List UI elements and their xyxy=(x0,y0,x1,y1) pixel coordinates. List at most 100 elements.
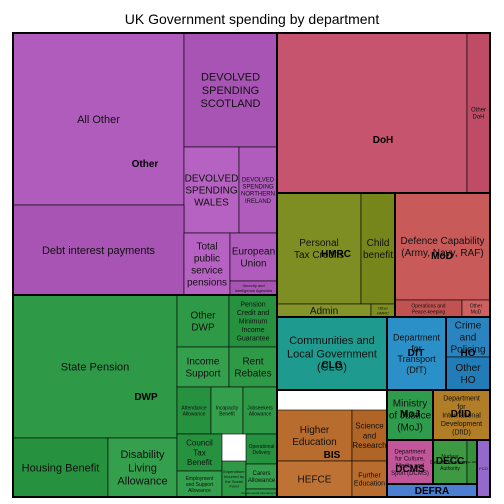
treemap-rect xyxy=(183,146,240,234)
cell-label: Security and Intelligence Agencies xyxy=(235,283,273,293)
treemap-cell-disability-living-allowance: Disability Living Allowance xyxy=(107,437,178,498)
treemap-cell-child-benefit: Child benefit xyxy=(360,192,396,305)
cell-label: State Pension xyxy=(61,361,130,373)
cell-label: Rent Rebates xyxy=(234,357,271,380)
cell-label: Personal Tax Credits xyxy=(294,238,344,261)
treemap-rect xyxy=(432,439,468,485)
group-label-dft: DfT xyxy=(408,348,425,359)
cell-label: Crime and Policing xyxy=(450,321,485,356)
group-label-decc: DECC xyxy=(436,456,464,467)
treemap-cell-nuclear-decommissioning-authority: Nuclear Decommissioning Authority xyxy=(430,439,470,485)
treemap-rect xyxy=(276,409,353,462)
treemap-cell-jobseekers-allowance: Jobseekers Allowance xyxy=(242,386,278,435)
treemap-cell-department-for-international-development-dfid: Department for International Development (Df… xyxy=(432,389,491,441)
group-label-ho: HO xyxy=(461,348,476,359)
treemap-rect xyxy=(360,192,396,305)
cell-label: Housing Benefit xyxy=(22,462,100,474)
treemap-rect xyxy=(228,294,278,348)
treemap-cell-operations-and-peace-keeping: Operations and Peace-keeping xyxy=(394,299,463,318)
treemap-rect xyxy=(176,294,230,348)
treemap-cell-other-doh: Other DoH xyxy=(466,32,491,194)
treemap-rect xyxy=(176,433,223,472)
group-label-doh: DoH xyxy=(373,135,394,146)
treemap-rect xyxy=(229,232,278,282)
cell-label: Department for International Development (Df… xyxy=(441,396,482,437)
cell-label: Disability Living Allowance xyxy=(117,449,167,487)
chart-title: UK Government spending by department xyxy=(125,11,380,27)
cell-label: Nuclear Decommissioning Authority xyxy=(430,454,470,472)
cell-label: DEVOLVED SPENDING WALES xyxy=(185,174,239,209)
treemap-cell-other-hmrc: Other HMRC xyxy=(370,303,396,318)
treemap-cell-department-for-transport-dft: Department for Transport (DfT) xyxy=(386,316,447,391)
treemap-cell-admin: Admin xyxy=(276,303,372,318)
cell-label: Further Education xyxy=(354,472,385,487)
treemap-cell-incapacity-benefit: Incapacity Benefit xyxy=(210,386,244,435)
cell-label: HEFCE xyxy=(298,475,332,486)
cell-label: Total public service pensions xyxy=(187,242,227,289)
treemap-rect xyxy=(276,192,362,305)
treemap-cell-fco: FCO xyxy=(476,439,491,498)
treemap-rect xyxy=(386,439,434,485)
treemap-rect xyxy=(445,356,491,391)
group-label-mod: MoD xyxy=(431,251,453,262)
treemap-rect xyxy=(210,386,244,435)
treemap-cell-higher-education: Higher Education xyxy=(276,409,353,462)
treemap-cell-ministry-of-justice-moj: Ministry of Justice (MoJ) xyxy=(386,389,434,441)
cell-label: Admin xyxy=(310,306,338,317)
cell-label: Incapacity Benefit xyxy=(216,405,239,417)
treemap-cell-housing-benefit: Housing Benefit xyxy=(12,437,109,498)
treemap-rect xyxy=(12,437,109,498)
treemap-cell-pension-credit-and-minimum-income-guarantee: Pension Credit and Minimum Income Guarantee xyxy=(228,294,278,348)
cell-label: DEVOLVED SPENDING NORTHERN IRELAND xyxy=(241,177,275,205)
treemap-rect xyxy=(12,32,185,206)
group-label-dwp: DWP xyxy=(134,392,158,403)
treemap-cell-carers-allowance: Carers Allowance xyxy=(245,463,278,490)
treemap-cell-doh xyxy=(276,32,468,194)
treemap-cell-security-and-intelligence-agencies: Security and Intelligence Agencies xyxy=(229,280,278,296)
group-label-bis: BIS xyxy=(324,450,341,461)
cell-label: Other HO xyxy=(455,363,481,386)
treemap-cell-other-ho: Other HO xyxy=(445,356,491,391)
treemap-rect xyxy=(183,232,231,296)
cell-label: FCO xyxy=(479,466,487,471)
cell-label: Pension Credit and Minimum Income Guarantee xyxy=(236,302,269,343)
treemap-rect xyxy=(242,386,278,435)
cell-label: Debt interest payments xyxy=(42,245,156,257)
cell-label: Other DECC xyxy=(464,460,482,464)
cell-label: Department for Culture, Media and Sport (DC… xyxy=(391,449,429,477)
group-label-other: Other xyxy=(132,159,159,170)
treemap-cell-other-dwp: Other DWP xyxy=(176,294,230,348)
group-label-defra: DEFRA xyxy=(415,486,449,497)
treemap-cells: All Other DEVOLVED SPENDING SCOTLAND DEVOLVE… xyxy=(12,32,491,498)
cell-label: All Other xyxy=(77,114,120,126)
group-label-dcms: DCMS xyxy=(395,464,425,475)
cell-label: Income Support xyxy=(185,357,220,380)
treemap-cell-rent-rebates: Rent Rebates xyxy=(228,346,278,388)
cell-label: Council Tax Benefit xyxy=(186,439,213,467)
treemap-rect xyxy=(276,316,388,391)
cell-label: Carers Allowance xyxy=(248,471,276,484)
treemap-cell-operational-delivery: Operational Delivery xyxy=(245,433,278,465)
cell-label: Communities and Local Government (CLG) xyxy=(287,335,377,373)
cell-label: Departmental Operating Costs xyxy=(241,491,282,495)
treemap-cell-other-mod: Other MoD xyxy=(461,299,491,318)
cell-label: DEVOLVED SPENDING SCOTLAND xyxy=(201,72,261,110)
treemap-cell-total-public-service-pensions: Total public service pensions xyxy=(183,232,231,296)
treemap-rect xyxy=(176,386,212,435)
cell-label: European Union xyxy=(232,247,275,270)
cell-label: Other MoD xyxy=(470,303,483,315)
cell-label: Defence Capability (Army, Navy, RAF) xyxy=(401,236,485,259)
treemap-rect xyxy=(276,32,468,194)
treemap-cell-communities-and-local-government-clg: Communities and Local Government (CLG) xyxy=(276,316,388,391)
treemap-cell-further-education: Further Education xyxy=(351,460,388,498)
cell-label: Ministry of Justice (MoJ) xyxy=(389,399,432,434)
treemap-cell-debt-interest-payments: Debt interest payments xyxy=(12,204,185,296)
treemap-cell-devolved-spending-scotland: DEVOLVED SPENDING SCOTLAND xyxy=(183,32,278,148)
cell-label: Other DoH xyxy=(471,108,486,121)
treemap-cell-science-and-research: Science and Research xyxy=(351,409,388,462)
cell-label: Attendance Allowance xyxy=(181,405,207,417)
treemap-rect xyxy=(176,470,223,498)
treemap-cell-european-union: European Union xyxy=(229,232,278,282)
treemap-cell-attendance-allowance: Attendance Allowance xyxy=(176,386,212,435)
